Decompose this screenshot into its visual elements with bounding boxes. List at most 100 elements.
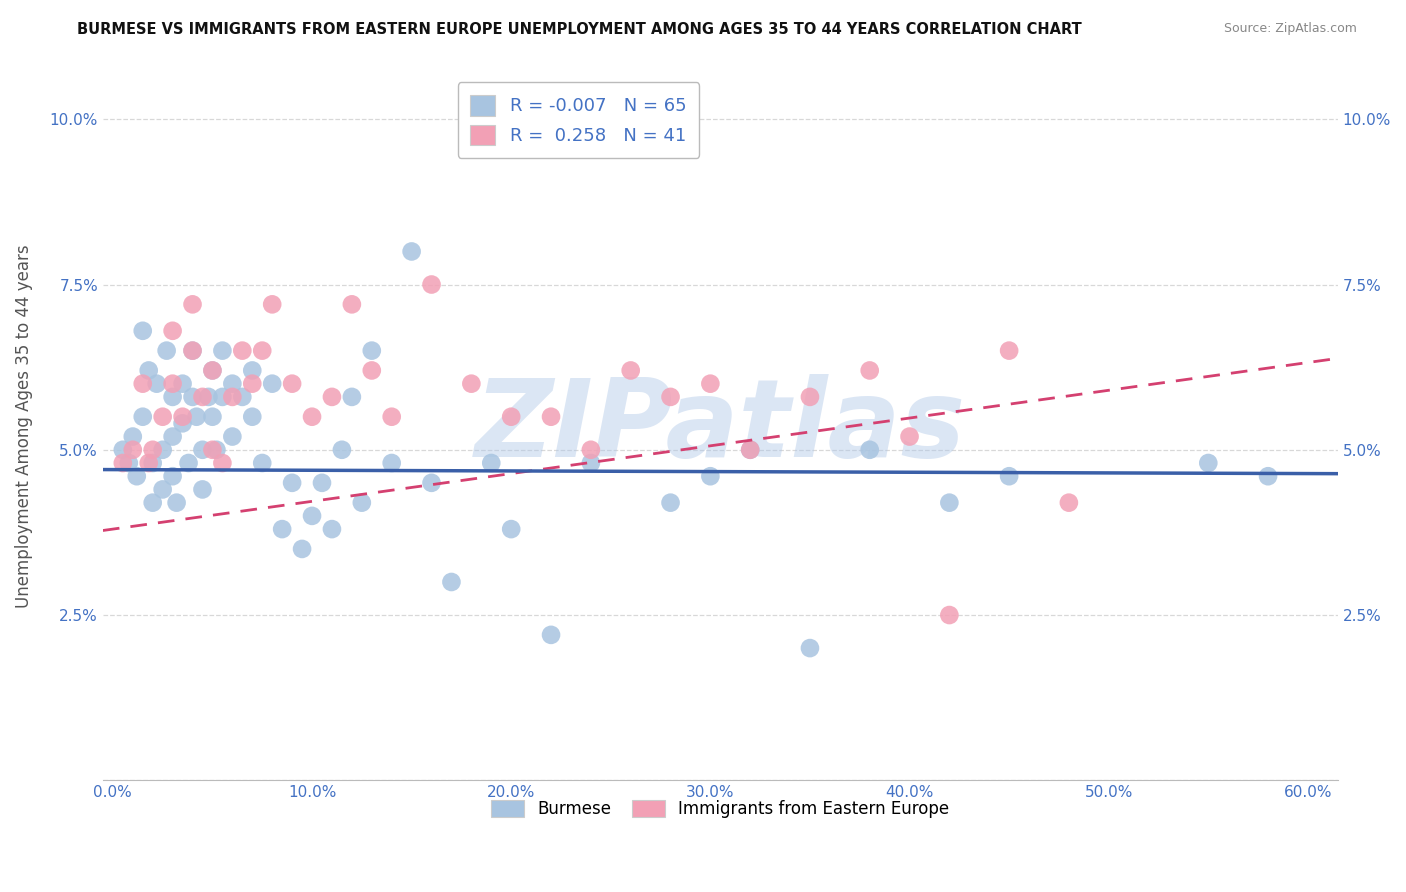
Point <box>191 442 214 457</box>
Point <box>898 429 921 443</box>
Point <box>181 390 204 404</box>
Point <box>479 456 502 470</box>
Point <box>191 390 214 404</box>
Point <box>659 496 682 510</box>
Point <box>152 483 174 497</box>
Point <box>350 496 373 510</box>
Point <box>579 456 602 470</box>
Point <box>240 409 263 424</box>
Point <box>1257 469 1279 483</box>
Point <box>859 442 882 457</box>
Point <box>859 363 882 377</box>
Text: BURMESE VS IMMIGRANTS FROM EASTERN EUROPE UNEMPLOYMENT AMONG AGES 35 TO 44 YEARS: BURMESE VS IMMIGRANTS FROM EASTERN EUROP… <box>77 22 1083 37</box>
Text: Source: ZipAtlas.com: Source: ZipAtlas.com <box>1223 22 1357 36</box>
Point <box>240 363 263 377</box>
Point <box>291 541 314 556</box>
Point <box>172 409 194 424</box>
Point <box>132 324 155 338</box>
Point <box>540 628 562 642</box>
Point <box>252 456 274 470</box>
Text: ZIPatlas: ZIPatlas <box>475 374 966 480</box>
Point <box>281 475 304 490</box>
Point <box>321 522 343 536</box>
Point <box>138 363 160 377</box>
Point <box>142 442 165 457</box>
Point <box>205 442 228 457</box>
Point <box>231 390 253 404</box>
Point <box>177 456 200 470</box>
Point <box>1057 496 1080 510</box>
Point <box>186 409 208 424</box>
Point <box>142 496 165 510</box>
Legend: Burmese, Immigrants from Eastern Europe: Burmese, Immigrants from Eastern Europe <box>485 794 956 825</box>
Point <box>1197 456 1219 470</box>
Point <box>330 442 353 457</box>
Point <box>938 496 960 510</box>
Point <box>132 409 155 424</box>
Point <box>321 390 343 404</box>
Point <box>121 429 143 443</box>
Y-axis label: Unemployment Among Ages 35 to 44 years: Unemployment Among Ages 35 to 44 years <box>15 244 32 608</box>
Point <box>162 324 184 338</box>
Point <box>162 390 184 404</box>
Point <box>181 343 204 358</box>
Point <box>501 522 523 536</box>
Point <box>262 297 284 311</box>
Point <box>460 376 482 391</box>
Point <box>340 390 363 404</box>
Point <box>191 483 214 497</box>
Point <box>181 297 204 311</box>
Point <box>221 390 243 404</box>
Point <box>301 508 323 523</box>
Point <box>579 442 602 457</box>
Point <box>111 456 134 470</box>
Point <box>138 456 160 470</box>
Point <box>181 343 204 358</box>
Point <box>360 363 382 377</box>
Point <box>152 409 174 424</box>
Point <box>201 363 224 377</box>
Point <box>659 390 682 404</box>
Point <box>152 442 174 457</box>
Point <box>799 390 821 404</box>
Point <box>156 343 179 358</box>
Point <box>201 409 224 424</box>
Point <box>311 475 333 490</box>
Point <box>301 409 323 424</box>
Point <box>340 297 363 311</box>
Point <box>281 376 304 391</box>
Point <box>132 376 155 391</box>
Point <box>197 390 219 404</box>
Point <box>252 343 274 358</box>
Point <box>540 409 562 424</box>
Point <box>740 442 762 457</box>
Point <box>172 417 194 431</box>
Point <box>111 442 134 457</box>
Point <box>162 376 184 391</box>
Point <box>420 277 443 292</box>
Point <box>271 522 294 536</box>
Point <box>231 343 253 358</box>
Point <box>740 442 762 457</box>
Point <box>221 429 243 443</box>
Point <box>201 363 224 377</box>
Point <box>620 363 643 377</box>
Point <box>360 343 382 358</box>
Point <box>699 376 721 391</box>
Point <box>172 376 194 391</box>
Point <box>998 343 1021 358</box>
Point <box>501 409 523 424</box>
Point <box>381 409 404 424</box>
Point <box>699 469 721 483</box>
Point <box>420 475 443 490</box>
Point <box>201 442 224 457</box>
Point <box>938 608 960 623</box>
Point <box>162 469 184 483</box>
Point <box>401 244 423 259</box>
Point <box>121 442 143 457</box>
Point <box>211 343 233 358</box>
Point <box>125 469 148 483</box>
Point <box>381 456 404 470</box>
Point <box>142 456 165 470</box>
Point <box>240 376 263 391</box>
